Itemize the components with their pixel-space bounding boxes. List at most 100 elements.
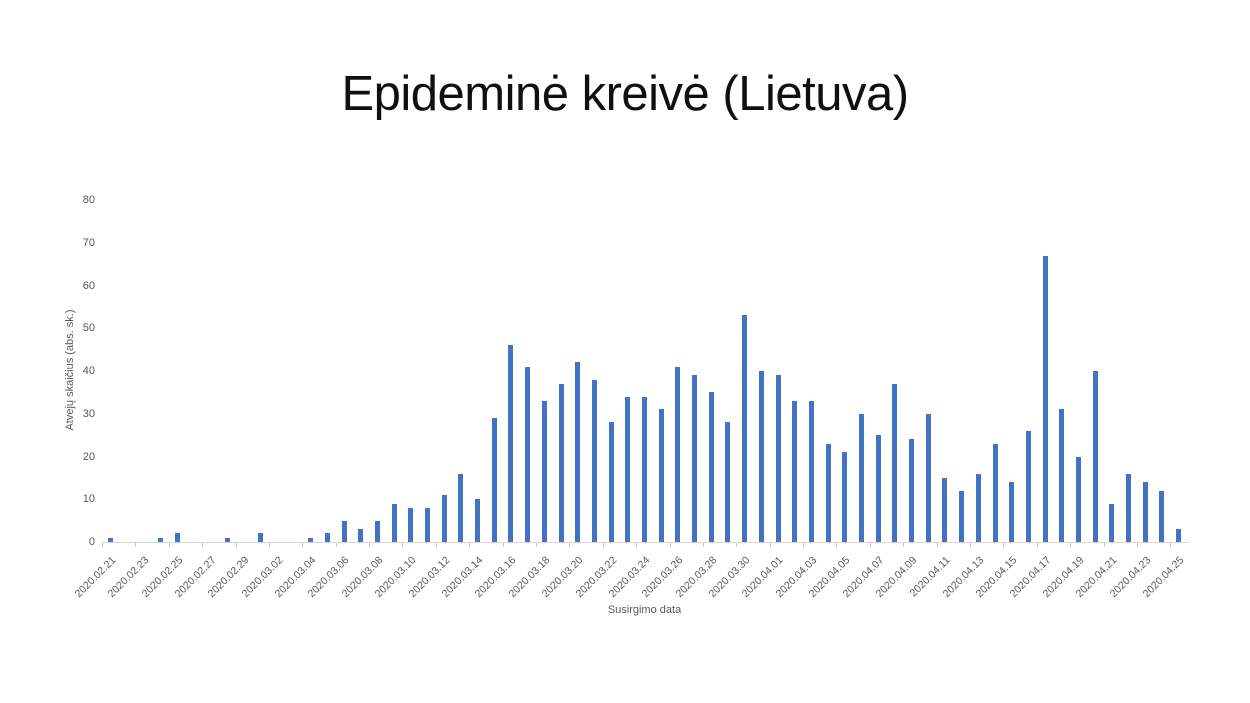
x-axis-tick <box>1103 543 1105 547</box>
bar <box>758 371 764 542</box>
bar <box>1142 482 1148 542</box>
x-axis-tick <box>202 543 204 547</box>
bar <box>959 490 965 542</box>
bar <box>157 537 163 542</box>
x-axis-tick <box>702 543 704 547</box>
bar <box>591 379 597 542</box>
x-axis-tick <box>602 543 604 547</box>
bar <box>1009 482 1015 542</box>
bar <box>1176 529 1182 542</box>
y-axis-tick-label: 40 <box>82 365 95 377</box>
bar <box>508 345 514 542</box>
bar <box>1076 456 1081 542</box>
x-axis-line <box>102 542 1190 543</box>
x-axis-tick <box>636 543 638 547</box>
x-axis-tick <box>1136 543 1138 547</box>
x-axis-tick <box>736 543 738 547</box>
x-axis-tick <box>302 543 304 547</box>
bar <box>708 392 714 542</box>
bar <box>475 499 481 542</box>
bar <box>792 400 798 542</box>
x-axis-tick <box>569 543 571 547</box>
bar <box>525 366 531 542</box>
bar <box>725 422 731 542</box>
x-axis-tick <box>268 543 270 547</box>
x-axis-tick <box>869 543 871 547</box>
bar <box>892 383 898 542</box>
y-axis-tick-label: 0 <box>88 536 95 548</box>
x-axis-tick <box>836 543 838 547</box>
bar <box>374 520 380 542</box>
bar <box>491 418 497 542</box>
bar <box>742 315 748 542</box>
bar <box>992 443 998 542</box>
x-axis-tick <box>502 543 504 547</box>
x-axis-tick <box>369 543 371 547</box>
bar <box>391 503 397 542</box>
x-axis-tick <box>402 543 404 547</box>
x-axis-tick <box>669 543 671 547</box>
bar <box>458 473 464 542</box>
bar <box>258 533 264 542</box>
bar <box>575 362 581 542</box>
x-axis-tick <box>536 543 537 547</box>
bar <box>775 375 781 542</box>
bar <box>808 400 814 542</box>
bar <box>1109 503 1115 542</box>
bar <box>692 375 698 542</box>
bar <box>1025 430 1031 542</box>
bar <box>174 533 180 542</box>
bar <box>441 494 447 542</box>
bar <box>358 529 364 542</box>
y-axis-tick-label: 10 <box>82 493 95 506</box>
bar <box>875 435 881 542</box>
y-axis-tick-label: 50 <box>82 322 95 335</box>
bar <box>224 537 230 542</box>
x-axis-tick <box>803 543 805 547</box>
x-axis-tick <box>102 543 103 547</box>
bar <box>1159 490 1165 542</box>
x-axis-tick <box>435 543 437 547</box>
x-axis-tick <box>1036 543 1038 547</box>
y-axis-tick-label: 20 <box>82 450 95 463</box>
y-axis-tick-label: 70 <box>82 236 95 249</box>
bar <box>324 533 330 542</box>
chart-title: Epideminė kreivė (Lietuva) <box>341 67 909 121</box>
y-axis-tick-label: 30 <box>82 407 95 420</box>
bar <box>408 507 414 542</box>
bar <box>308 537 314 542</box>
bar <box>541 400 547 542</box>
bar <box>558 383 564 542</box>
y-axis-tick-label: 80 <box>82 194 95 206</box>
y-axis-tick-label: 60 <box>82 279 95 292</box>
bar <box>675 366 681 542</box>
bar <box>1059 409 1065 542</box>
bar <box>1042 255 1048 542</box>
bar <box>642 396 647 542</box>
bar <box>425 507 430 542</box>
x-axis-tick <box>970 543 971 547</box>
x-axis-tick <box>769 543 771 547</box>
x-axis-tick <box>1170 543 1172 547</box>
x-axis-tick <box>1070 543 1072 547</box>
bar <box>925 413 931 542</box>
x-axis-tick <box>168 543 170 547</box>
bar <box>842 452 848 542</box>
bar <box>1092 371 1098 542</box>
x-axis-tick <box>335 543 337 547</box>
x-axis-tick <box>135 543 137 547</box>
x-axis-tick <box>1003 543 1005 547</box>
x-axis-tick <box>903 543 905 547</box>
bar <box>625 396 631 542</box>
bar <box>341 520 347 542</box>
bar <box>658 409 664 542</box>
bar <box>107 537 113 542</box>
bar <box>825 443 831 542</box>
bar <box>608 422 614 542</box>
bar <box>1126 473 1132 542</box>
x-axis-title: Susirgimo data <box>607 604 682 616</box>
bar <box>942 477 948 542</box>
x-axis-tick <box>235 543 237 547</box>
